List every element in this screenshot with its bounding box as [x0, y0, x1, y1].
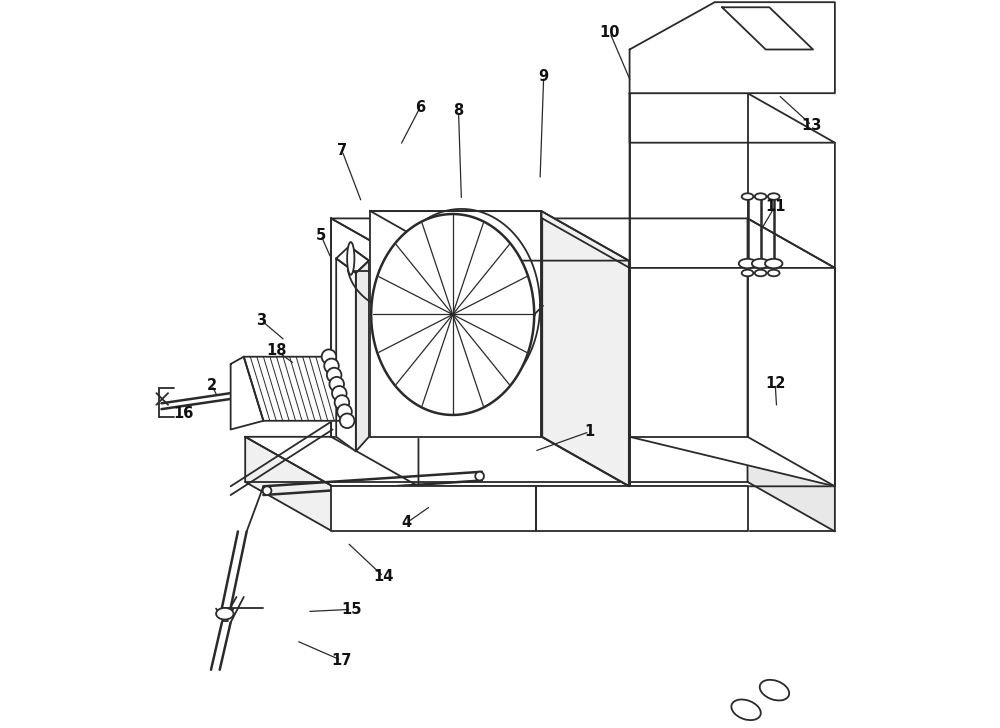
Text: 4: 4 [402, 515, 412, 530]
Polygon shape [370, 211, 541, 437]
Text: 5: 5 [316, 228, 326, 242]
Polygon shape [748, 437, 835, 531]
Text: 14: 14 [373, 569, 394, 584]
Polygon shape [231, 357, 263, 430]
Polygon shape [245, 437, 835, 486]
Ellipse shape [216, 608, 234, 620]
Polygon shape [370, 211, 629, 261]
Ellipse shape [755, 269, 766, 276]
Polygon shape [331, 218, 418, 486]
Text: 18: 18 [266, 344, 287, 358]
Polygon shape [630, 2, 835, 93]
Ellipse shape [768, 269, 780, 276]
Ellipse shape [340, 414, 354, 428]
Polygon shape [630, 93, 835, 143]
Ellipse shape [752, 258, 769, 268]
Polygon shape [336, 258, 356, 451]
Ellipse shape [332, 386, 347, 400]
Text: 2: 2 [207, 378, 217, 392]
Ellipse shape [765, 258, 782, 268]
Text: 15: 15 [341, 602, 362, 617]
Polygon shape [371, 214, 534, 415]
Text: 7: 7 [337, 143, 347, 158]
Ellipse shape [739, 258, 756, 268]
Polygon shape [542, 218, 630, 486]
Polygon shape [748, 218, 835, 486]
Ellipse shape [335, 395, 349, 410]
Text: 9: 9 [539, 69, 549, 84]
Text: 17: 17 [331, 653, 351, 668]
Ellipse shape [322, 349, 336, 364]
Polygon shape [336, 246, 369, 273]
Polygon shape [356, 261, 369, 451]
Polygon shape [536, 486, 748, 531]
Polygon shape [331, 218, 835, 268]
Ellipse shape [327, 368, 341, 382]
Text: 13: 13 [801, 118, 822, 132]
Ellipse shape [755, 194, 766, 199]
Text: 11: 11 [765, 199, 785, 213]
Polygon shape [541, 211, 629, 486]
Ellipse shape [324, 359, 339, 373]
Text: 8: 8 [453, 103, 464, 118]
Ellipse shape [475, 472, 484, 480]
Polygon shape [245, 437, 333, 531]
Ellipse shape [760, 680, 789, 700]
Text: 10: 10 [600, 25, 620, 40]
Text: 6: 6 [415, 100, 425, 115]
Polygon shape [383, 209, 540, 403]
Ellipse shape [337, 404, 352, 419]
Polygon shape [244, 357, 347, 421]
Text: 16: 16 [173, 406, 194, 421]
Ellipse shape [742, 194, 753, 199]
Ellipse shape [329, 377, 344, 392]
Polygon shape [331, 486, 536, 531]
Ellipse shape [742, 269, 753, 276]
Polygon shape [722, 7, 813, 50]
Ellipse shape [347, 242, 354, 274]
Ellipse shape [263, 486, 271, 495]
Text: 1: 1 [584, 424, 595, 439]
Ellipse shape [731, 700, 761, 720]
Text: 12: 12 [765, 376, 785, 391]
Ellipse shape [768, 194, 780, 199]
Text: 3: 3 [256, 313, 266, 328]
Polygon shape [630, 93, 835, 486]
